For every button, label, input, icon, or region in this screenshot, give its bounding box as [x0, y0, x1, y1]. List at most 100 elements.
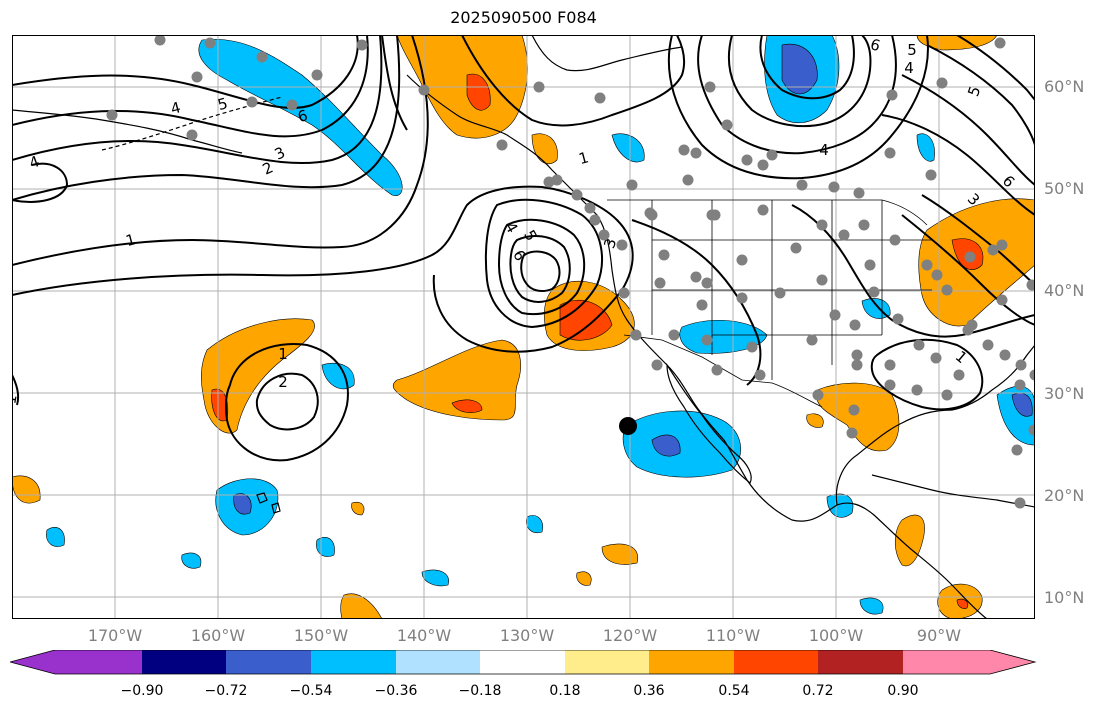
- colorbar-segment: [565, 650, 649, 674]
- station-marker: [987, 244, 999, 256]
- contour-label: 4: [819, 141, 829, 159]
- station-marker: [191, 71, 203, 83]
- contour-line: [901, 74, 1035, 186]
- graticule: [12, 35, 1035, 619]
- station-marker: [741, 154, 753, 166]
- station-marker: [701, 277, 713, 289]
- station-marker: [204, 37, 216, 49]
- contour-line: [497, 218, 586, 316]
- station-marker: [311, 69, 323, 81]
- weather-map: 4 5 6 4 3 2 1 1 2 4 5 6 3 1 6 5 4 6 5 4 …: [12, 35, 1035, 619]
- station-marker: [884, 379, 896, 391]
- positive-anomaly-region: [201, 318, 315, 434]
- colorbar-segment: [903, 650, 990, 674]
- us-mexico-border: [623, 334, 823, 408]
- contour-line: [667, 35, 929, 180]
- colorbar-segment: [649, 650, 734, 674]
- colorbar-extend-min: [10, 650, 55, 674]
- station-marker: [925, 169, 937, 181]
- station-marker: [1014, 379, 1026, 391]
- station-marker: [941, 284, 953, 296]
- station-marker: [584, 202, 596, 214]
- colorbar-outline: [10, 650, 1037, 675]
- station-marker: [721, 119, 733, 131]
- lon-label-140w: 140°W: [396, 626, 452, 645]
- contour-line: [461, 35, 686, 127]
- positive-anomaly-region: [12, 475, 41, 504]
- station-marker: [892, 313, 904, 325]
- station-marker: [1028, 424, 1035, 436]
- negative-anomaly-region: [859, 597, 884, 615]
- alaska-coast: [12, 109, 243, 154]
- contour-lines: [12, 35, 1035, 462]
- negative-anomaly-core: [651, 434, 681, 457]
- station-marker: [1011, 444, 1023, 456]
- station-marker: [994, 37, 1006, 49]
- negative-anomaly-region: [916, 133, 935, 162]
- station-marker: [1014, 497, 1026, 509]
- station-marker: [913, 339, 925, 351]
- contour-line: [484, 198, 603, 329]
- political-borders: [607, 199, 932, 408]
- station-marker: [690, 271, 702, 283]
- colorbar-segment: [55, 650, 142, 674]
- colorbar-tick-label: 0.54: [718, 683, 750, 699]
- lat-label-10n: 10°N: [1044, 588, 1085, 607]
- colorbar-segment: [142, 650, 226, 674]
- colorbar-segments: [10, 650, 1035, 674]
- station-marker: [186, 129, 198, 141]
- station-marker: [630, 329, 642, 341]
- baja-peninsula: [666, 363, 752, 484]
- contour-line: [926, 44, 1035, 146]
- colorbar-tick-label: −0.54: [289, 683, 333, 699]
- station-marker: [1026, 279, 1035, 291]
- station-marker: [711, 364, 723, 376]
- lon-label-130w: 130°W: [499, 626, 555, 645]
- contour-line: [881, 114, 1035, 216]
- station-marker: [618, 287, 630, 299]
- contour-line: [381, 35, 408, 131]
- contour-line: [12, 35, 383, 165]
- station-marker: [774, 287, 786, 299]
- contour-line: [255, 372, 319, 431]
- positive-anomaly-region: [894, 514, 925, 567]
- contour-label: 1: [278, 345, 288, 363]
- station-marker: [766, 149, 778, 161]
- station-marker: [154, 35, 166, 46]
- positive-anomaly-region: [340, 593, 383, 619]
- colorbar-tick-label: −0.72: [204, 683, 248, 699]
- negative-anomaly-region: [622, 410, 741, 478]
- station-marker: [1029, 369, 1035, 381]
- colorbar-extend-max: [990, 650, 1035, 674]
- lon-label-160w: 160°W: [190, 626, 246, 645]
- lon-label-110w: 110°W: [705, 626, 761, 645]
- station-marker: [886, 89, 898, 101]
- contour-line: [791, 204, 1035, 338]
- contour-line: [956, 35, 1035, 101]
- colorbar-segment: [396, 650, 480, 674]
- station-marker: [790, 242, 802, 254]
- colorbar-tick-label: 0.90: [887, 683, 919, 699]
- negative-anomaly-core: [233, 493, 252, 515]
- aleutian-chain: [101, 96, 283, 151]
- contour-line: [870, 338, 984, 411]
- positive-anomaly-region: [351, 502, 365, 516]
- lon-label-150w: 150°W: [293, 626, 349, 645]
- negative-anomaly-region: [46, 526, 65, 547]
- colorbar-tick-label: −0.90: [120, 683, 164, 699]
- contour-label: 1: [577, 148, 591, 168]
- colorbar-tick-label: 0.72: [802, 683, 834, 699]
- station-marker: [106, 109, 118, 121]
- contour-label: 4: [169, 98, 183, 118]
- colorbar-segment: [818, 650, 903, 674]
- station-marker: [848, 404, 860, 416]
- station-marker: [966, 319, 978, 331]
- map-panel: 4 5 6 4 3 2 1 1 2 4 5 6 3 1 6 5 4 6 5 4 …: [12, 35, 1035, 619]
- contour-line: [12, 374, 20, 406]
- station-marker: [736, 254, 748, 266]
- negative-anomaly-region: [421, 569, 449, 587]
- positive-anomaly-region: [576, 571, 592, 586]
- positive-anomaly-region: [601, 543, 639, 565]
- contour-line: [631, 219, 762, 386]
- station-marker: [668, 329, 680, 341]
